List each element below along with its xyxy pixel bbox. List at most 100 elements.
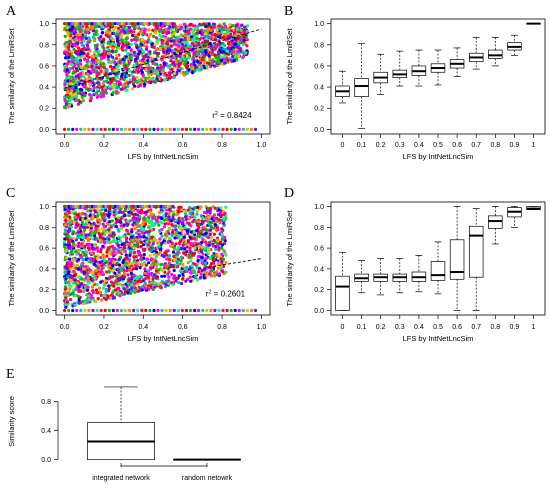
scatter-point xyxy=(148,52,152,56)
scatter-point xyxy=(66,234,70,238)
scatter-point xyxy=(147,28,151,32)
scatter-point xyxy=(65,248,69,252)
scatter-point xyxy=(163,53,168,58)
box-0.6 xyxy=(449,206,465,311)
scatter-point xyxy=(162,22,166,26)
scatter-point xyxy=(70,85,74,89)
scatter-point xyxy=(120,276,124,280)
scatter-point xyxy=(76,263,80,267)
scatter-point xyxy=(197,270,201,274)
scatter-point xyxy=(176,25,180,29)
scatter-point xyxy=(71,80,75,84)
scatter-point xyxy=(238,47,242,51)
box-1 xyxy=(526,22,541,25)
scatter-point xyxy=(111,22,115,26)
scatter-point xyxy=(94,272,98,276)
scatter-point xyxy=(226,52,231,56)
scatter-point xyxy=(143,281,147,285)
scatter-point xyxy=(106,76,110,80)
scatter-point xyxy=(105,69,109,73)
scatter-point xyxy=(72,221,76,225)
scatter-point xyxy=(215,59,219,64)
scatter-point xyxy=(193,127,197,131)
scatter-point xyxy=(136,282,140,286)
scatter-point xyxy=(180,34,184,38)
scatter-point xyxy=(87,242,91,247)
scatter-point xyxy=(229,47,233,51)
y-tick-label: 0.4 xyxy=(314,85,324,92)
scatter-point xyxy=(95,308,99,313)
scatter-point xyxy=(118,59,122,63)
scatter-point xyxy=(208,256,212,260)
scatter-point xyxy=(76,36,80,40)
scatter-point xyxy=(119,127,123,131)
scatter-point xyxy=(177,234,181,238)
scatter-point xyxy=(187,217,191,221)
scatter-point xyxy=(100,57,104,61)
scatter-point xyxy=(95,47,99,51)
scatter-point xyxy=(103,279,107,283)
scatter-point xyxy=(221,257,226,261)
scatter-point xyxy=(229,29,233,33)
scatter-point xyxy=(112,65,116,69)
scatter-point xyxy=(102,258,106,263)
scatter-point xyxy=(241,43,245,47)
scatter-point xyxy=(91,127,95,131)
scatter-point xyxy=(192,230,196,234)
scatter-point xyxy=(86,22,90,26)
scatter-point xyxy=(185,268,189,272)
scatter-point xyxy=(245,24,250,28)
scatter-point xyxy=(87,127,91,131)
scatter-point xyxy=(195,36,199,40)
scatter-point xyxy=(229,308,233,313)
scatter-point xyxy=(87,233,91,237)
scatter-point xyxy=(102,262,106,266)
scatter-point xyxy=(99,22,103,26)
scatter-point xyxy=(64,296,68,300)
scatter-point xyxy=(218,240,223,244)
scatter-point xyxy=(169,44,173,48)
scatter-point xyxy=(82,290,86,294)
scatter-point xyxy=(64,219,68,223)
scatter-point xyxy=(117,263,122,267)
scatter-point xyxy=(127,61,131,65)
scatter-point xyxy=(149,208,153,212)
scatter-point xyxy=(97,49,101,53)
scatter-point xyxy=(241,55,245,59)
scatter-point xyxy=(99,269,103,273)
x-tick-label: 0.4 xyxy=(138,142,148,149)
scatter-point xyxy=(74,77,78,81)
scatter-point xyxy=(63,27,67,31)
scatter-point xyxy=(75,308,79,313)
x-axis-label: LFS by IntNetLncSim xyxy=(128,334,199,343)
scatter-point xyxy=(101,236,105,240)
scatter-point xyxy=(88,39,92,43)
scatter-point xyxy=(196,249,200,253)
scatter-point xyxy=(89,71,93,75)
scatter-point xyxy=(135,75,139,79)
scatter-point xyxy=(126,57,130,61)
scatter-point xyxy=(223,32,227,36)
scatter-point xyxy=(236,49,240,54)
scatter-point xyxy=(131,223,135,227)
scatter-point xyxy=(67,270,71,274)
y-tick-label: 0.2 xyxy=(39,287,49,294)
scatter-point xyxy=(132,30,136,34)
scatter-point xyxy=(68,67,72,71)
scatter-point xyxy=(163,236,168,241)
scatter-point xyxy=(65,263,69,267)
scatter-point xyxy=(83,308,87,313)
scatter-point xyxy=(160,35,164,39)
scatter-point xyxy=(152,252,156,257)
scatter-point xyxy=(89,96,93,100)
scatter-point xyxy=(192,51,197,55)
y-tick-label: 0.2 xyxy=(314,106,324,113)
scatter-point xyxy=(136,70,141,74)
scatter-point xyxy=(137,232,141,236)
scatter-point xyxy=(212,218,216,222)
scatter-point xyxy=(92,32,96,36)
scatter-point xyxy=(181,264,185,268)
scatter-point xyxy=(101,286,105,290)
scatter-point xyxy=(76,294,80,298)
scatter-point xyxy=(223,236,227,240)
